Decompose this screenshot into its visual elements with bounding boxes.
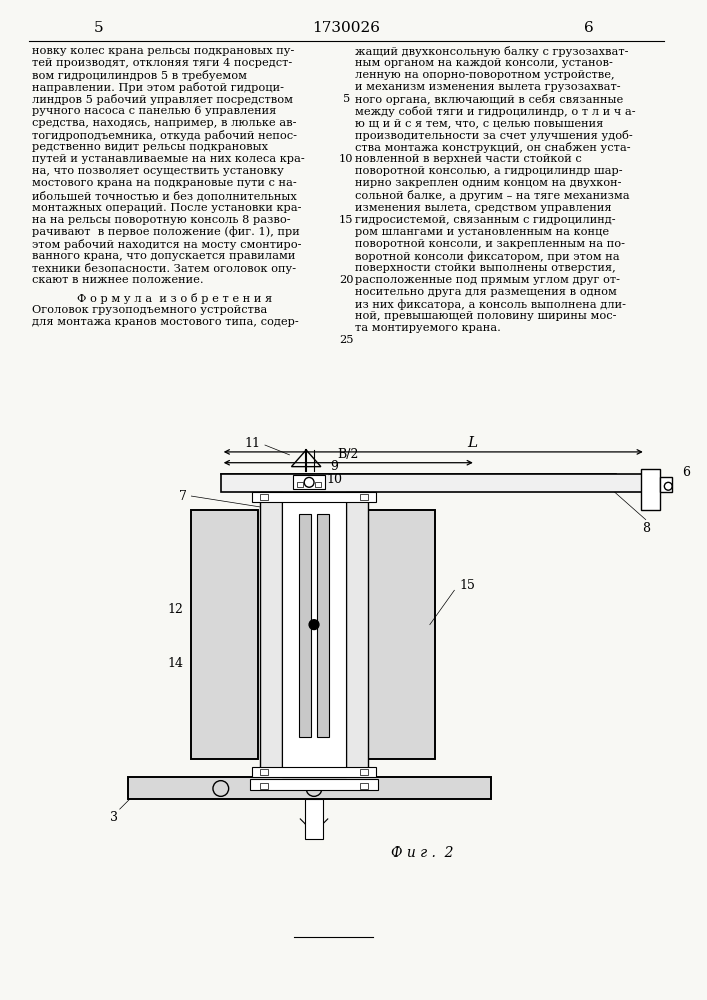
Text: носительно друга для размещения в одном: носительно друга для размещения в одном [355,287,617,297]
Text: 5: 5 [93,21,103,35]
Text: поворотной консолью, а гидроцилиндр шар-: поворотной консолью, а гидроцилиндр шар- [355,166,623,176]
Bar [346,492,368,777]
Text: 7: 7 [179,490,187,503]
Text: воротной консоли фиксатором, при этом на: воротной консоли фиксатором, при этом на [355,251,620,262]
Bar [260,492,281,777]
Text: 5: 5 [343,94,350,104]
Text: 10: 10 [327,473,343,486]
Bar [299,514,311,737]
Bar [260,769,268,775]
Bar [252,492,376,502]
Circle shape [309,620,319,630]
Text: средства, находясь, например, в люльке ав-: средства, находясь, например, в люльке а… [33,118,297,128]
Text: этом рабочий находится на мосту смонтиро-: этом рабочий находится на мосту смонтиро… [33,239,302,250]
Text: поворотной консоли, и закрепленным на по-: поворотной консоли, и закрепленным на по… [355,239,625,249]
Bar [368,510,435,759]
Text: ю щ и й с я тем, что, с целью повышения: ю щ и й с я тем, что, с целью повышения [355,118,604,128]
Text: 6: 6 [682,466,690,479]
Text: 10: 10 [339,154,354,164]
Text: ленную на опорно-поворотном устройстве,: ленную на опорно-поворотном устройстве, [355,70,615,80]
Bar [315,482,321,487]
Text: 25: 25 [339,335,354,345]
Bar [281,492,346,777]
Text: 11: 11 [244,437,260,450]
Text: вом гидроцилиндров 5 в требуемом: вом гидроцилиндров 5 в требуемом [33,70,247,81]
Text: техники безопасности. Затем оголовок опу-: техники безопасности. Затем оголовок опу… [33,263,296,274]
Text: новку колес крана рельсы подкрановых пу-: новку колес крана рельсы подкрановых пу- [33,46,295,56]
Text: ной, превышающей половину ширины мос-: ной, превышающей половину ширины мос- [355,311,617,321]
Text: тогидроподъемника, откуда рабочий непос-: тогидроподъемника, откуда рабочий непос- [33,130,298,141]
Text: Ф и г .  2: Ф и г . 2 [391,846,453,860]
Text: 20: 20 [339,275,354,285]
Text: линдров 5 рабочий управляет посредством: линдров 5 рабочий управляет посредством [33,94,293,105]
Text: новленной в верхней части стойкой с: новленной в верхней части стойкой с [355,154,582,164]
Text: Оголовок грузоподъемного устройства: Оголовок грузоподъемного устройства [33,305,268,315]
Text: направлении. При этом работой гидроци-: направлении. При этом работой гидроци- [33,82,284,93]
Text: редственно видит рельсы подкрановых: редственно видит рельсы подкрановых [33,142,269,152]
Text: L: L [467,436,477,450]
Text: 14: 14 [168,657,184,670]
Text: поверхности стойки выполнены отверстия,: поверхности стойки выполнены отверстия, [355,263,616,273]
Text: 14: 14 [320,629,333,638]
Text: Ф о р м у л а  и з о б р е т е н и я: Ф о р м у л а и з о б р е т е н и я [76,293,271,304]
Bar [298,482,303,487]
Text: нирно закреплен одним концом на двухкон-: нирно закреплен одним концом на двухкон- [355,178,621,188]
Text: из них фиксатора, а консоль выполнена дли-: из них фиксатора, а консоль выполнена дл… [355,299,626,310]
Text: для монтажа кранов мостового типа, содер-: для монтажа кранов мостового типа, содер… [33,317,299,327]
Bar [250,779,378,790]
Bar [305,799,323,839]
Bar [192,510,258,759]
Text: ванного крана, что допускается правилами: ванного крана, что допускается правилами [33,251,296,261]
Text: ного органа, включающий в себя связанные: ного органа, включающий в себя связанные [355,94,624,105]
Text: B/2: B/2 [337,448,359,461]
Text: расположенные под прямым углом друг от-: расположенные под прямым углом друг от- [355,275,620,285]
Text: 3: 3 [110,811,118,824]
Text: скают в нижнее положение.: скают в нижнее положение. [33,275,204,285]
Text: на, что позволяет осуществить установку: на, что позволяет осуществить установку [33,166,284,176]
Bar [252,767,376,777]
Text: изменения вылета, средством управления: изменения вылета, средством управления [355,203,612,213]
Text: 15: 15 [460,579,475,592]
Text: жащий двухконсольную балку с грузозахват-: жащий двухконсольную балку с грузозахват… [355,46,629,57]
Bar [260,494,268,500]
Text: ибольшей точностью и без дополнительных: ибольшей точностью и без дополнительных [33,190,297,201]
Bar [127,777,491,799]
Text: ром шлангами и установленным на конце: ром шлангами и установленным на конце [355,227,609,237]
Bar [660,477,672,492]
Text: рачивают  в первое положение (фиг. 1), при: рачивают в первое положение (фиг. 1), пр… [33,227,300,237]
Bar [317,514,329,737]
Text: ручного насоса с панелью 6 управления: ручного насоса с панелью 6 управления [33,106,276,116]
Text: производительности за счет улучшения удоб-: производительности за счет улучшения удо… [355,130,633,141]
Bar [293,475,325,489]
Text: 13: 13 [306,800,322,813]
Text: между собой тяги и гидроцилиндр, о т л и ч а-: между собой тяги и гидроцилиндр, о т л и… [355,106,636,117]
Text: сольной балке, а другим – на тяге механизма: сольной балке, а другим – на тяге механи… [355,190,630,201]
Text: путей и устанавливаемые на них колеса кра-: путей и устанавливаемые на них колеса кр… [33,154,305,164]
Bar [221,474,645,492]
Bar [641,469,660,510]
Text: тей производят, отклоняя тяги 4 посредст-: тей производят, отклоняя тяги 4 посредст… [33,58,293,68]
Text: ным органом на каждой консоли, установ-: ным органом на каждой консоли, установ- [355,58,613,68]
Text: 5: 5 [302,615,309,625]
Text: та монтируемого крана.: та монтируемого крана. [355,323,501,333]
Text: мостового крана на подкрановые пути с на-: мостового крана на подкрановые пути с на… [33,178,297,188]
Text: 9: 9 [331,460,339,473]
Text: ства монтажа конструкций, он снабжен уста-: ства монтажа конструкций, он снабжен уст… [355,142,631,153]
Bar [260,783,268,789]
Text: 6: 6 [584,21,594,35]
Text: 1730026: 1730026 [312,21,380,35]
Text: 15: 15 [339,215,354,225]
Text: 8: 8 [642,522,650,535]
Bar [360,769,368,775]
Text: 12: 12 [168,603,184,616]
Text: гидросистемой, связанным с гидроцилинд-: гидросистемой, связанным с гидроцилинд- [355,215,616,225]
Text: монтажных операций. После установки кра-: монтажных операций. После установки кра- [33,203,302,213]
Bar [360,783,368,789]
Text: 5: 5 [302,626,309,636]
Bar [360,494,368,500]
Text: на на рельсы поворотную консоль 8 разво-: на на рельсы поворотную консоль 8 разво- [33,215,291,225]
Text: и механизм изменения вылета грузозахват-: и механизм изменения вылета грузозахват- [355,82,621,92]
